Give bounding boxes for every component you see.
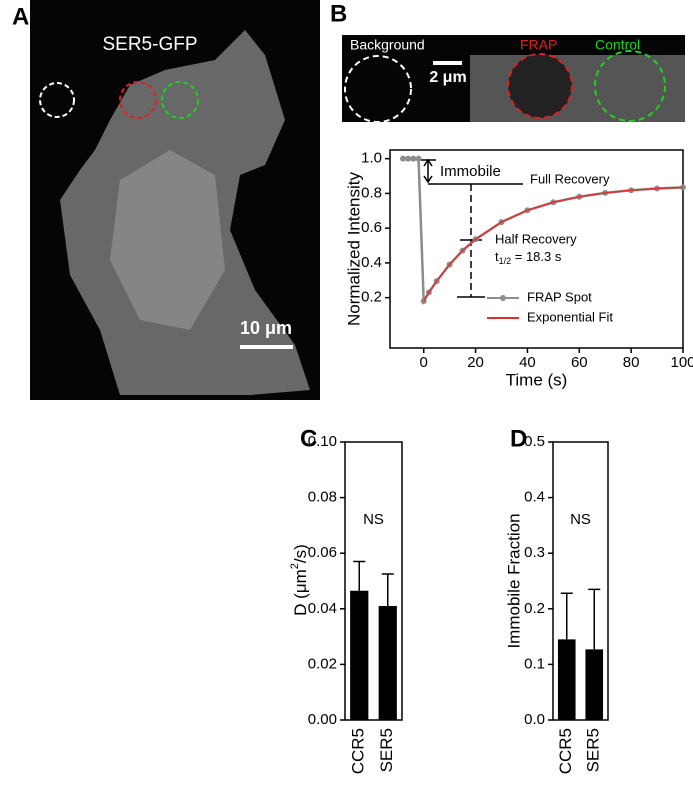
x-tick-label: 40 xyxy=(519,354,536,371)
y-axis-label: D (μm xyxy=(291,569,310,616)
x-tick-label: SER5 xyxy=(377,728,396,772)
bar xyxy=(350,590,369,720)
y-tick-label: 0.1 xyxy=(524,655,545,672)
data-point xyxy=(415,155,422,162)
plot-frame xyxy=(344,441,403,721)
annotation: t1/2 = 18.3 s xyxy=(495,249,562,266)
x-tick-label: 60 xyxy=(571,354,588,371)
error-bar xyxy=(353,560,366,591)
image-label: SER5-GFP xyxy=(102,34,197,55)
annotation: Half Recovery xyxy=(495,231,577,246)
error-bar xyxy=(588,588,601,650)
y-tick-label: 0.06 xyxy=(308,544,337,561)
y-tick-label: 0.4 xyxy=(361,254,382,271)
roi-background xyxy=(39,82,75,118)
y-tick-label: 0.5 xyxy=(524,433,545,450)
data-point xyxy=(399,155,406,162)
roi-control xyxy=(161,81,199,119)
x-tick-label: SER5 xyxy=(584,728,603,772)
y-axis-label: Normalized Intensity xyxy=(344,172,363,327)
y-tick-label: 0.00 xyxy=(308,711,337,728)
annotation: t xyxy=(495,249,499,264)
y-tick-label: 0.8 xyxy=(361,184,382,201)
roi-frap xyxy=(507,53,573,119)
y-tick-label: 0.0 xyxy=(524,711,545,728)
annotation: = 18.3 s xyxy=(511,249,562,264)
annotation: Immobile xyxy=(440,163,501,180)
x-tick-label: 0 xyxy=(420,354,428,371)
roi-label: Background xyxy=(350,37,425,53)
data-point xyxy=(405,155,412,162)
y-tick-label: 0.3 xyxy=(524,544,545,561)
x-tick-label: 20 xyxy=(467,354,484,371)
roi-frap xyxy=(119,81,157,119)
y-axis-label: D (μm2/s) xyxy=(289,544,311,616)
y-axis-label: Immobile Fraction xyxy=(504,513,523,648)
scale-label: 10 μm xyxy=(240,318,292,338)
roi-control xyxy=(594,50,666,122)
panel-label: C xyxy=(300,425,317,452)
x-tick-label: CCR5 xyxy=(556,728,575,774)
y-tick-label: 0.08 xyxy=(308,489,337,506)
y-tick-label: 0.6 xyxy=(361,219,382,236)
y-tick-label: 0.04 xyxy=(308,600,337,617)
y-axis-label: 2 xyxy=(289,563,301,569)
plot-frame xyxy=(389,149,684,349)
bar xyxy=(585,649,604,720)
error-bar xyxy=(560,592,573,640)
roi-background xyxy=(344,55,412,123)
y-tick-label: 0.2 xyxy=(524,600,545,617)
y-tick-label: 0.10 xyxy=(308,433,337,450)
bar xyxy=(557,639,576,720)
y-axis-label: /s) xyxy=(291,544,310,563)
roi-label: FRAP xyxy=(520,37,557,53)
cell-region xyxy=(470,55,685,122)
legend-label: Exponential Fit xyxy=(527,309,613,324)
error-bar xyxy=(381,573,394,607)
x-axis-label: Time (s) xyxy=(506,370,568,389)
y-tick-label: 1.0 xyxy=(361,150,382,167)
legend-label: FRAP Spot xyxy=(527,289,592,304)
annotation: NS xyxy=(570,511,591,528)
panel-label: A xyxy=(12,3,29,30)
x-tick-label: 80 xyxy=(623,354,640,371)
cell-body xyxy=(110,150,225,330)
plot-frame xyxy=(552,441,609,721)
x-tick-label: CCR5 xyxy=(349,728,368,774)
data-point xyxy=(410,155,417,162)
panel-label: B xyxy=(330,0,347,27)
roi-label: Control xyxy=(595,37,640,53)
y-tick-label: 0.02 xyxy=(308,655,337,672)
x-tick-label: 100 xyxy=(670,354,693,371)
bar xyxy=(378,606,397,720)
annotation-shapes xyxy=(420,158,523,298)
panel-label: D xyxy=(510,425,527,452)
legend-marker xyxy=(500,295,506,301)
annotation: NS xyxy=(363,511,384,528)
scale-label: 2 μm xyxy=(429,69,466,86)
y-tick-label: 0.4 xyxy=(524,489,545,506)
annotation: 1/2 xyxy=(499,256,512,266)
y-tick-label: 0.2 xyxy=(361,289,382,306)
series-line xyxy=(423,186,684,302)
annotation: Full Recovery xyxy=(530,171,610,186)
